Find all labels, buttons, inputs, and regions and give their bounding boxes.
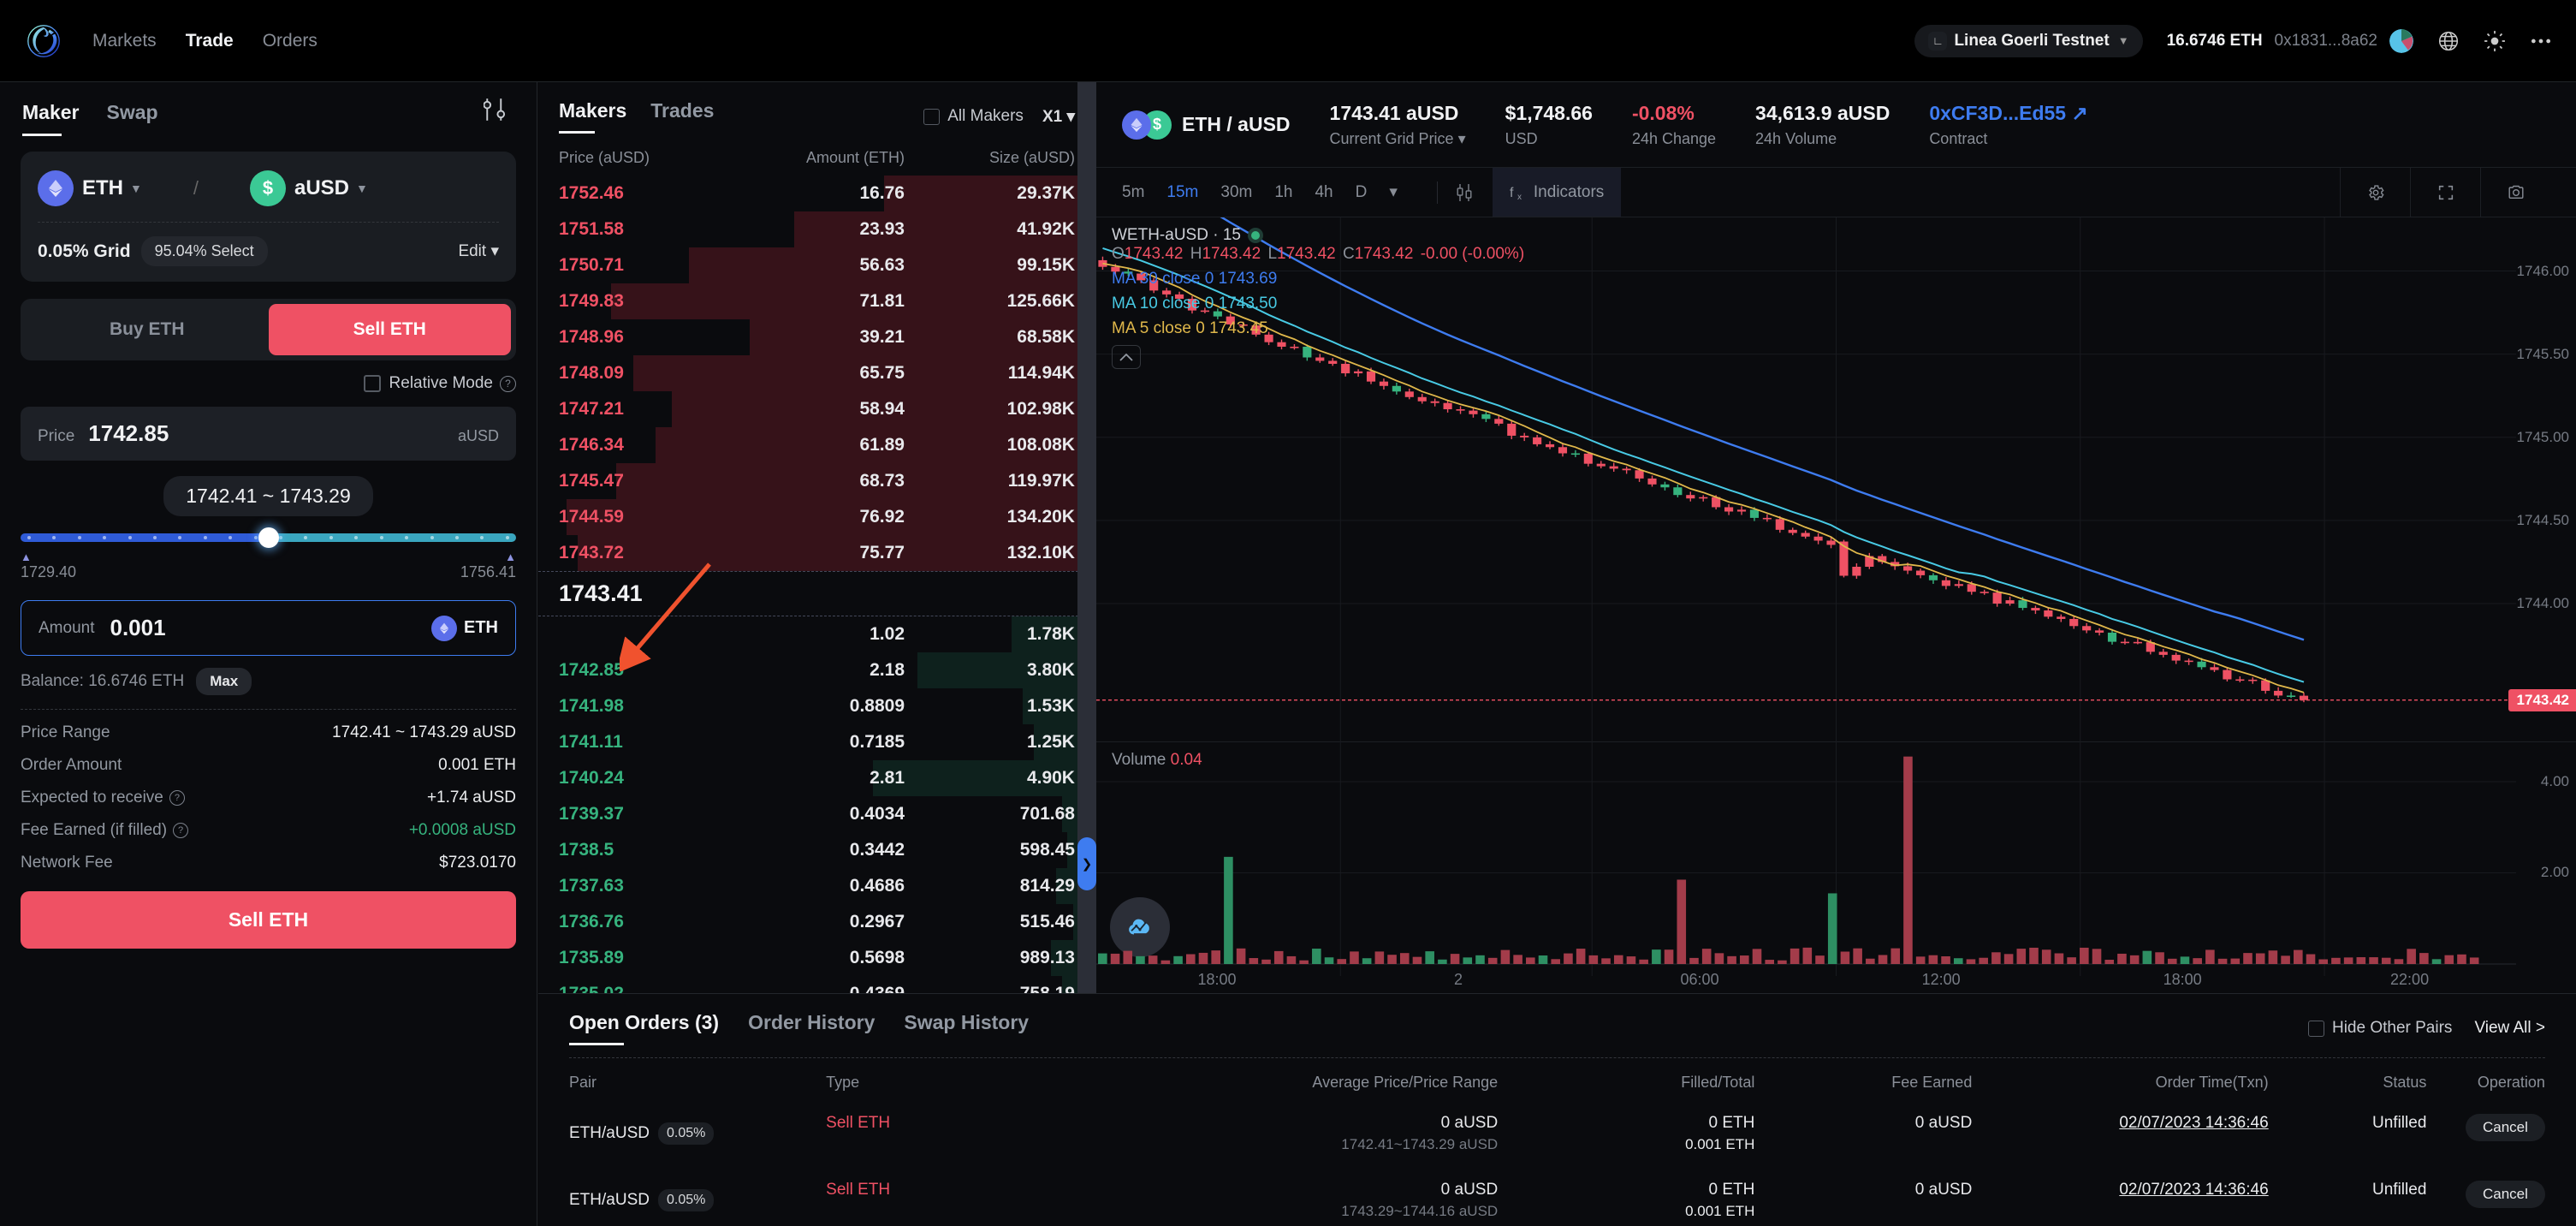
svg-text:x: x [1517, 193, 1522, 201]
svg-text:f: f [1510, 186, 1514, 200]
